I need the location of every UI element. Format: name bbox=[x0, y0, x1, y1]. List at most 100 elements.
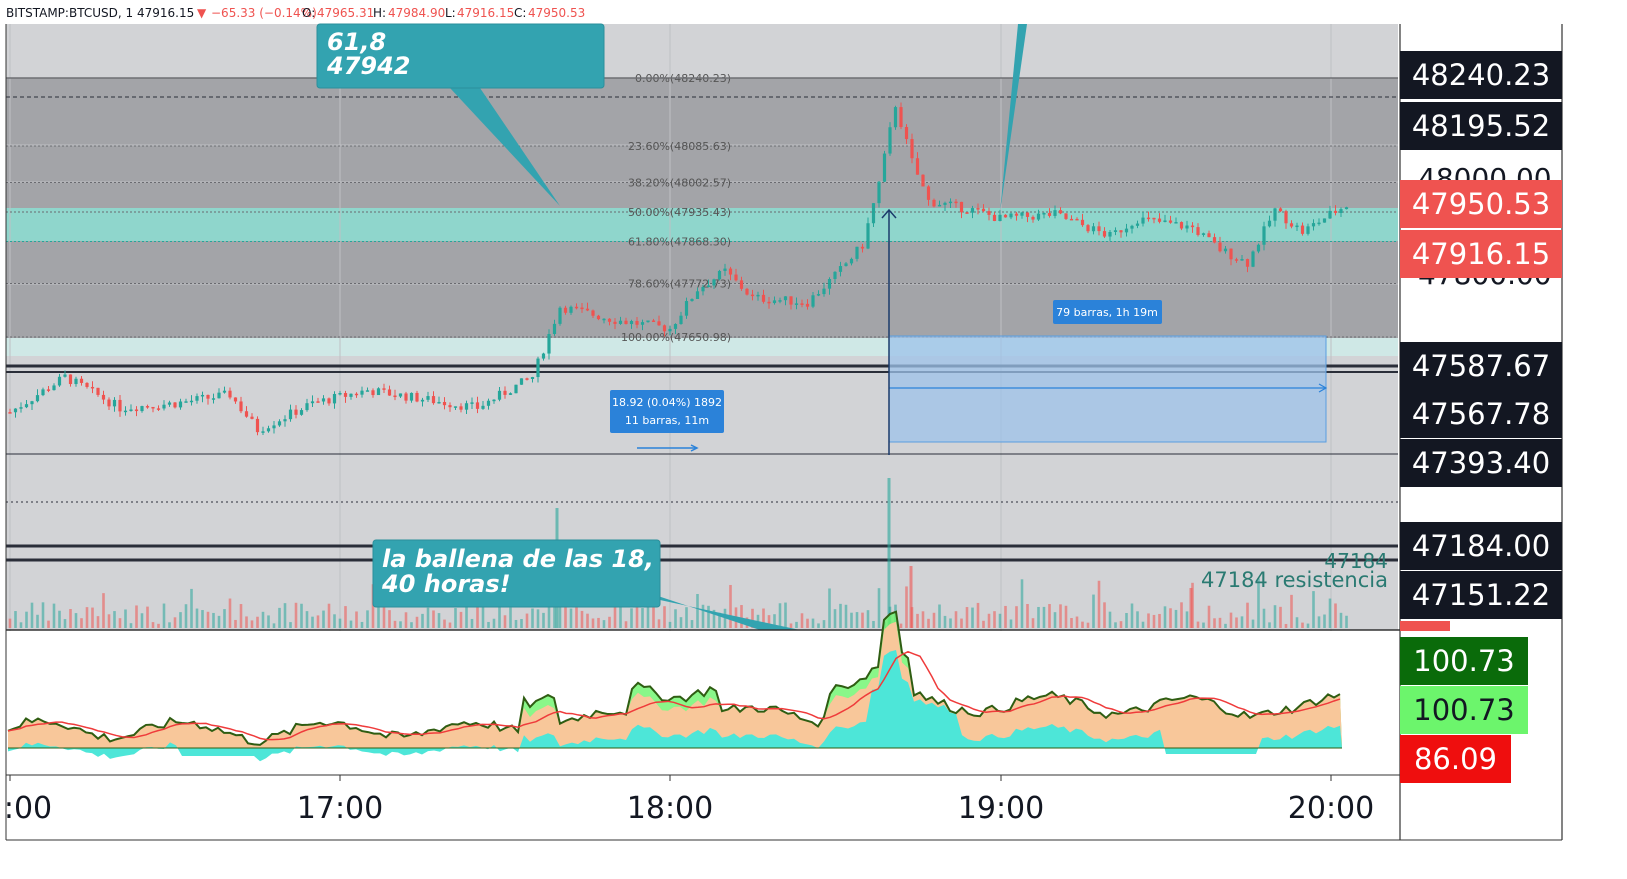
candle-body bbox=[178, 401, 183, 408]
volume-bar bbox=[943, 615, 947, 628]
candle-body bbox=[1256, 244, 1261, 252]
candle-body bbox=[789, 296, 793, 305]
price-tag-bg bbox=[1400, 390, 1562, 438]
volume-bar bbox=[751, 608, 754, 628]
volume-bar bbox=[393, 620, 397, 628]
volume-bar bbox=[415, 616, 419, 628]
volume-bar bbox=[437, 613, 441, 628]
candle-body bbox=[811, 295, 815, 307]
candle-body bbox=[239, 401, 243, 412]
candle-body bbox=[695, 291, 700, 299]
candle-body bbox=[431, 396, 436, 404]
candle-body bbox=[673, 324, 678, 329]
volume-bar bbox=[168, 622, 171, 628]
candle-body bbox=[112, 399, 117, 407]
volume-bar bbox=[41, 602, 45, 628]
candle-body bbox=[316, 401, 320, 403]
volume-bar bbox=[1053, 612, 1057, 628]
candle-body bbox=[442, 401, 447, 406]
price-axis: 48240.23 48195.52 47950.53 47916.15 47587.67… bbox=[1400, 51, 1562, 619]
volume-bar bbox=[52, 603, 56, 628]
candle-body bbox=[1278, 208, 1283, 212]
volume-bar bbox=[1334, 603, 1337, 628]
volume-bar bbox=[630, 608, 633, 628]
candle-body bbox=[613, 321, 617, 324]
volume-bar bbox=[338, 618, 342, 628]
candle-body bbox=[261, 431, 265, 433]
candle-body bbox=[629, 320, 634, 325]
candle-body bbox=[712, 279, 716, 286]
indicator-series bbox=[7, 610, 1342, 762]
candle-body bbox=[162, 404, 166, 409]
candle-body bbox=[349, 393, 353, 397]
volume-bar bbox=[1081, 621, 1084, 628]
candle-body bbox=[1273, 208, 1277, 221]
candle-body bbox=[244, 411, 249, 417]
candle-body bbox=[756, 294, 760, 297]
candle-body bbox=[959, 201, 964, 213]
volume-bar bbox=[349, 620, 353, 628]
candle-body bbox=[1108, 232, 1112, 237]
candle-body bbox=[1218, 242, 1222, 252]
volume-bar bbox=[1119, 621, 1123, 628]
candle-body bbox=[723, 268, 727, 271]
candle-body bbox=[140, 406, 144, 412]
candle-body bbox=[305, 403, 309, 411]
volume-bar bbox=[641, 608, 644, 628]
volume-bar bbox=[586, 613, 589, 628]
volume-bar bbox=[454, 608, 457, 628]
volume-bar bbox=[547, 604, 551, 628]
candle-body bbox=[1091, 226, 1096, 232]
candle-body bbox=[145, 406, 150, 408]
candle-body bbox=[888, 127, 892, 154]
candle-body bbox=[877, 181, 881, 204]
candle-body bbox=[1003, 214, 1008, 218]
candle-body bbox=[530, 377, 535, 379]
volume-bar bbox=[184, 604, 188, 628]
indicator-histogram bbox=[8, 650, 1342, 762]
volume-bar bbox=[690, 620, 694, 628]
volume-bar bbox=[498, 593, 501, 628]
volume-bar bbox=[261, 611, 265, 628]
volume-bar bbox=[712, 609, 716, 628]
candle-body bbox=[1014, 213, 1019, 216]
volume-bar bbox=[635, 607, 639, 628]
candle-body bbox=[536, 358, 540, 378]
volume-bar bbox=[300, 603, 303, 628]
candle-body bbox=[563, 307, 568, 313]
chart-header: BITSTAMP:BTCUSD, 1 47916.15 ▼ −65.33 (−0… bbox=[6, 6, 585, 20]
resistance-value: 47184 bbox=[1324, 549, 1388, 573]
indicator-tag-bg bbox=[1400, 686, 1528, 734]
volume-bar bbox=[432, 610, 435, 628]
price-tag-label: 47393.40 bbox=[1412, 446, 1550, 480]
volume-bar bbox=[1125, 613, 1128, 628]
volume-bar bbox=[272, 623, 276, 628]
volume-bar bbox=[663, 606, 666, 628]
candle-body bbox=[943, 202, 947, 205]
volume-bar bbox=[613, 603, 617, 628]
candle-body bbox=[882, 153, 887, 182]
price-tag-bg bbox=[1400, 342, 1562, 390]
volume-bar bbox=[707, 605, 710, 628]
volume-bar bbox=[1130, 603, 1134, 628]
candle-body bbox=[1036, 213, 1041, 220]
volume-bar bbox=[503, 615, 507, 628]
volume-bar bbox=[223, 609, 226, 628]
candle-body bbox=[1168, 220, 1173, 223]
volume-bar bbox=[234, 619, 237, 628]
volume-bar bbox=[1004, 605, 1007, 628]
volume-bar bbox=[1141, 621, 1145, 628]
candle-body bbox=[1124, 228, 1129, 233]
volume-bar bbox=[289, 622, 292, 628]
volume-bar bbox=[481, 606, 485, 628]
candlesticks bbox=[8, 102, 1349, 436]
volume-bar bbox=[872, 620, 875, 628]
volume-bar bbox=[850, 612, 853, 628]
volume-bar bbox=[476, 604, 479, 628]
candle-body bbox=[1306, 226, 1310, 234]
candle-body bbox=[90, 386, 95, 389]
volume-bar bbox=[91, 607, 94, 628]
volume-bar bbox=[140, 613, 144, 628]
candle-body bbox=[277, 421, 282, 426]
price-tag-label: 47567.78 bbox=[1412, 397, 1550, 431]
